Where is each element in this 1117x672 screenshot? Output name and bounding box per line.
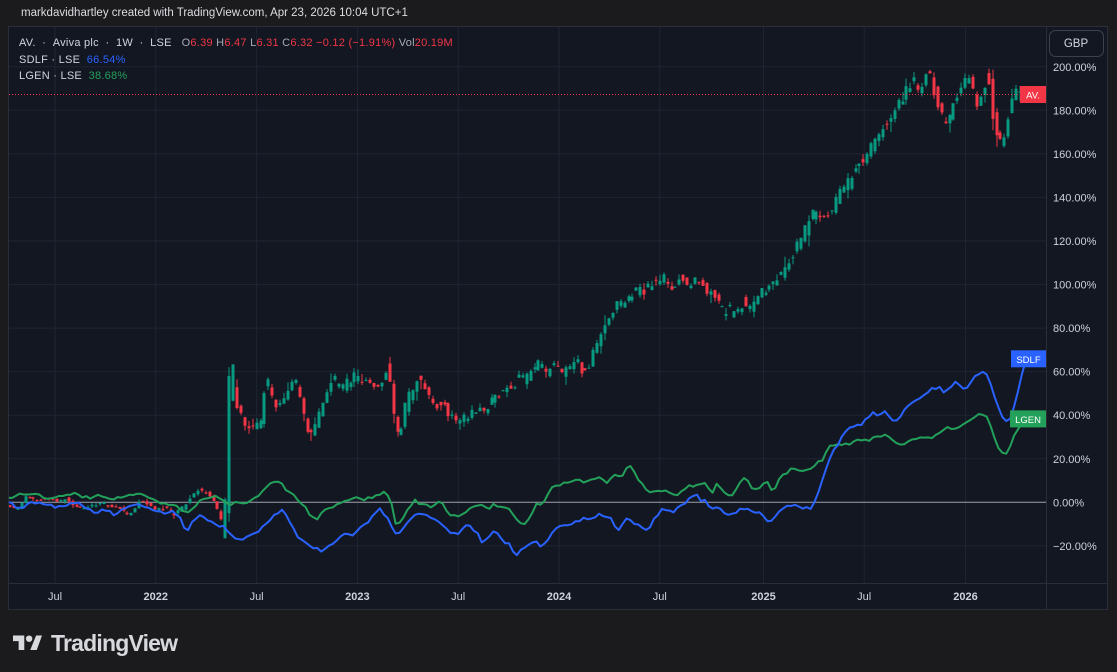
svg-text:−20.00%: −20.00% xyxy=(1053,541,1097,553)
svg-text:2026: 2026 xyxy=(953,591,977,603)
svg-text:LGEN: LGEN xyxy=(1015,415,1041,426)
svg-text:Jul: Jul xyxy=(857,591,871,603)
svg-text:SDLF: SDLF xyxy=(1016,355,1040,366)
svg-text:60.00%: 60.00% xyxy=(1053,367,1091,379)
svg-text:2024: 2024 xyxy=(547,591,572,603)
svg-text:Jul: Jul xyxy=(653,591,667,603)
svg-text:2022: 2022 xyxy=(144,591,168,603)
svg-text:Jul: Jul xyxy=(250,591,264,603)
svg-text:180.00%: 180.00% xyxy=(1053,105,1097,117)
svg-text:40.00%: 40.00% xyxy=(1053,410,1091,422)
svg-text:20.00%: 20.00% xyxy=(1053,454,1091,466)
svg-text:GBP: GBP xyxy=(1064,38,1089,50)
svg-text:200.00%: 200.00% xyxy=(1053,62,1097,74)
svg-text:Jul: Jul xyxy=(48,591,62,603)
svg-text:AV.: AV. xyxy=(1026,91,1040,102)
svg-text:100.00%: 100.00% xyxy=(1053,280,1097,292)
svg-text:2023: 2023 xyxy=(345,591,369,603)
svg-text:140.00%: 140.00% xyxy=(1053,192,1097,204)
svg-text:160.00%: 160.00% xyxy=(1053,149,1097,161)
svg-text:80.00%: 80.00% xyxy=(1053,323,1091,335)
svg-text:120.00%: 120.00% xyxy=(1053,236,1097,248)
svg-text:0.00%: 0.00% xyxy=(1053,497,1084,509)
svg-text:2025: 2025 xyxy=(751,591,775,603)
svg-text:Jul: Jul xyxy=(451,591,465,603)
